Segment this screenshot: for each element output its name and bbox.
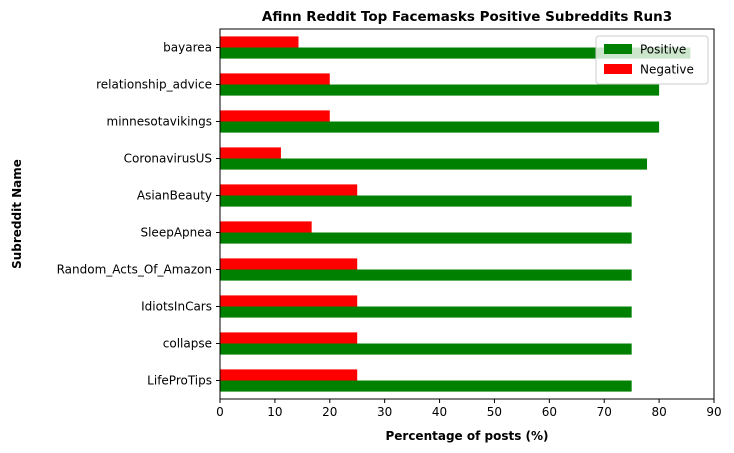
bar-positive-8 (220, 343, 632, 355)
bar-positive-9 (220, 380, 632, 392)
legend-label-positive: Positive (640, 43, 686, 57)
y-tick-label: SleepApnea (140, 226, 212, 240)
y-axis-label: Subreddit Name (10, 159, 24, 269)
bars-layer (220, 36, 691, 392)
bar-positive-5 (220, 232, 632, 244)
x-tick-label: 60 (542, 405, 557, 419)
y-tick-label: relationship_advice (96, 78, 212, 92)
bar-negative-5 (220, 221, 312, 233)
bar-negative-9 (220, 369, 358, 381)
legend-swatch-positive (604, 44, 632, 54)
x-tick-label: 40 (432, 405, 447, 419)
legend-label-negative: Negative (640, 63, 694, 77)
bar-positive-6 (220, 269, 632, 281)
x-tick-label: 50 (487, 405, 502, 419)
x-axis: 0 10 20 30 40 50 60 70 80 90 (216, 399, 722, 419)
legend: Positive Negative (595, 35, 709, 85)
y-tick-label: CoronavirusUS (124, 152, 212, 166)
bar-positive-2 (220, 121, 660, 133)
y-tick-label: Random_Acts_Of_Amazon (57, 263, 212, 277)
y-tick-label: IdiotsInCars (141, 300, 212, 314)
bar-negative-7 (220, 295, 358, 307)
bar-negative-0 (220, 36, 299, 48)
bar-negative-2 (220, 110, 330, 122)
bar-positive-0 (220, 47, 691, 59)
y-axis: bayarea relationship_advice minnesotavikin… (57, 41, 220, 388)
y-tick-label: collapse (163, 337, 212, 351)
bar-positive-3 (220, 158, 648, 170)
x-axis-label: Percentage of posts (%) (385, 429, 548, 443)
bar-negative-6 (220, 258, 358, 270)
bar-positive-7 (220, 306, 632, 318)
bar-negative-3 (220, 147, 281, 159)
bar-negative-1 (220, 73, 330, 85)
bar-negative-8 (220, 332, 358, 344)
plot-frame (219, 28, 715, 400)
x-tick-label: 70 (597, 405, 612, 419)
bar-positive-1 (220, 84, 660, 96)
x-tick-label: 90 (706, 405, 721, 419)
y-tick-label: AsianBeauty (137, 189, 212, 203)
x-tick-label: 10 (267, 405, 282, 419)
x-tick-label: 20 (322, 405, 337, 419)
y-tick-label: bayarea (163, 41, 212, 55)
x-tick-label: 30 (377, 405, 392, 419)
chart-title: Afinn Reddit Top Facemasks Positive Subr… (262, 9, 672, 25)
y-tick-label: LifeProTips (147, 374, 212, 388)
x-tick-label: 80 (651, 405, 666, 419)
x-tick-label: 0 (216, 405, 224, 419)
y-tick-label: minnesotavikings (107, 115, 212, 129)
bar-positive-4 (220, 195, 632, 207)
legend-swatch-negative (604, 64, 632, 74)
bar-negative-4 (220, 184, 358, 196)
